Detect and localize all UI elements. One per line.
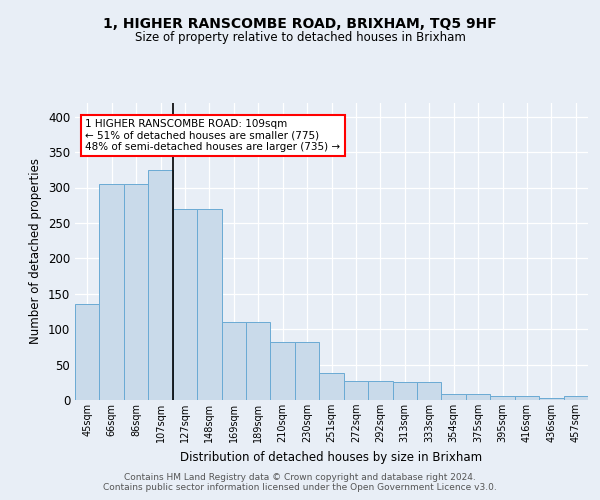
- Text: 1, HIGHER RANSCOMBE ROAD, BRIXHAM, TQ5 9HF: 1, HIGHER RANSCOMBE ROAD, BRIXHAM, TQ5 9…: [103, 18, 497, 32]
- Bar: [271, 342, 295, 400]
- Bar: [392, 382, 417, 400]
- Bar: [442, 394, 466, 400]
- Bar: [344, 381, 368, 400]
- Bar: [515, 396, 539, 400]
- Bar: [221, 322, 246, 400]
- Text: Contains public sector information licensed under the Open Government Licence v3: Contains public sector information licen…: [103, 484, 497, 492]
- Y-axis label: Number of detached properties: Number of detached properties: [29, 158, 43, 344]
- Text: Contains HM Land Registry data © Crown copyright and database right 2024.: Contains HM Land Registry data © Crown c…: [124, 472, 476, 482]
- Bar: [148, 170, 173, 400]
- Bar: [100, 184, 124, 400]
- Bar: [490, 396, 515, 400]
- Bar: [173, 209, 197, 400]
- Bar: [368, 381, 392, 400]
- Text: 1 HIGHER RANSCOMBE ROAD: 109sqm
← 51% of detached houses are smaller (775)
48% o: 1 HIGHER RANSCOMBE ROAD: 109sqm ← 51% of…: [85, 119, 340, 152]
- Bar: [466, 394, 490, 400]
- Bar: [246, 322, 271, 400]
- Bar: [539, 398, 563, 400]
- Bar: [563, 396, 588, 400]
- Bar: [124, 184, 148, 400]
- Bar: [295, 342, 319, 400]
- Bar: [417, 382, 442, 400]
- Text: Size of property relative to detached houses in Brixham: Size of property relative to detached ho…: [134, 31, 466, 44]
- X-axis label: Distribution of detached houses by size in Brixham: Distribution of detached houses by size …: [181, 450, 482, 464]
- Bar: [197, 209, 221, 400]
- Bar: [75, 304, 100, 400]
- Bar: [319, 373, 344, 400]
